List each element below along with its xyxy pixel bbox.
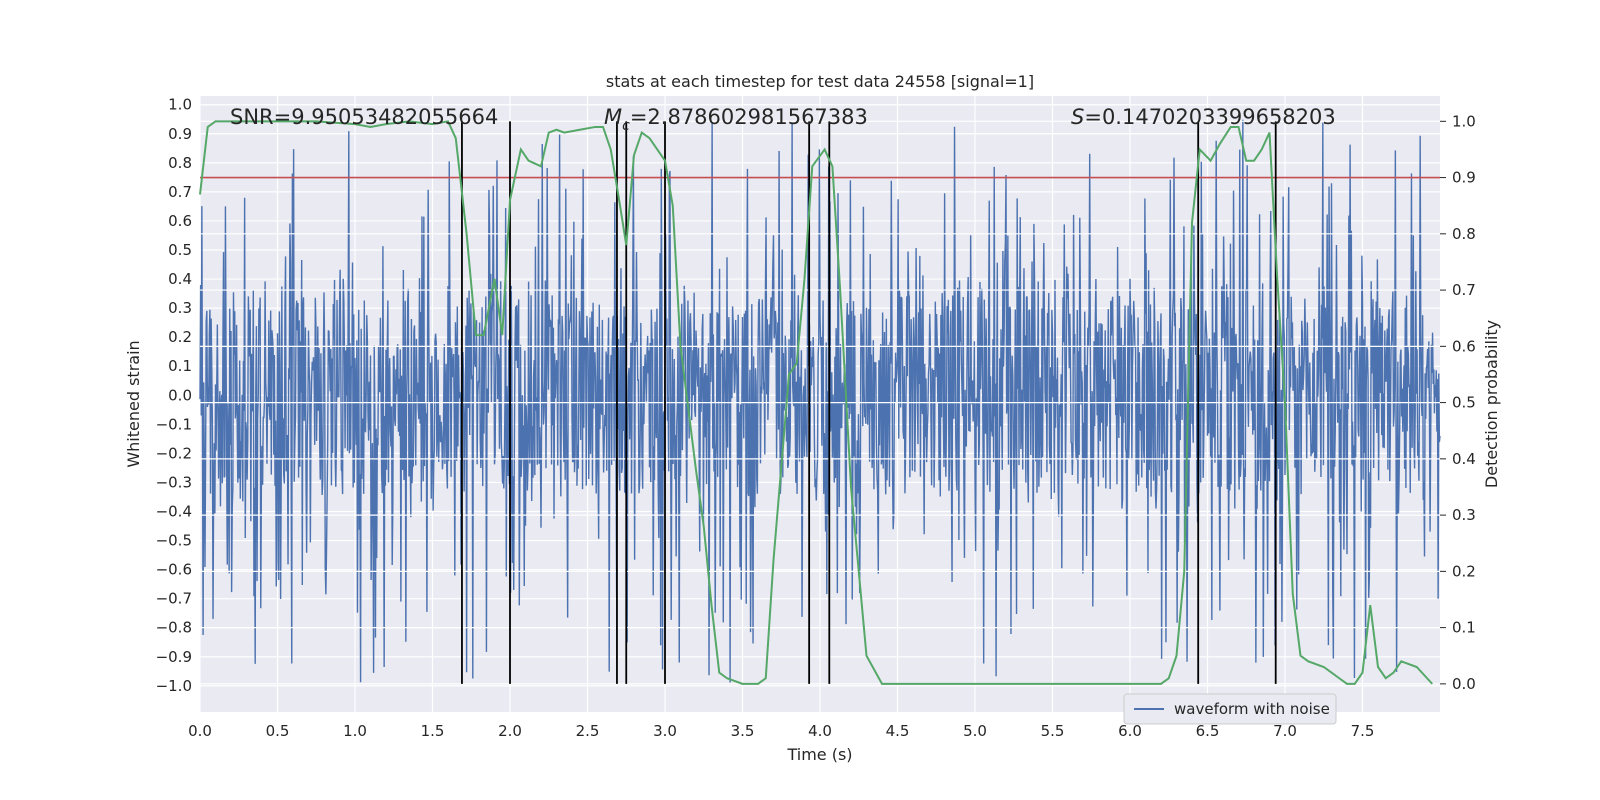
y-left-tick-label: −0.9 bbox=[156, 648, 192, 666]
y-right-tick-label: 0.6 bbox=[1452, 337, 1476, 355]
y-right-tick-label: 0.9 bbox=[1452, 169, 1476, 187]
x-tick-label: 0.5 bbox=[266, 722, 290, 740]
legend-box bbox=[1123, 693, 1337, 725]
x-tick-label: 6.5 bbox=[1196, 722, 1220, 740]
y-left-tick-label: 0.6 bbox=[168, 212, 192, 230]
y-left-tick-label: 0.7 bbox=[168, 183, 192, 201]
x-tick-label: 3.5 bbox=[731, 722, 755, 740]
y-left-tick-label: 1.0 bbox=[168, 96, 192, 114]
y-left-tick-label: 0.3 bbox=[168, 299, 192, 317]
y-right-tick-label: 1.0 bbox=[1452, 112, 1476, 130]
detection-probability-line bbox=[199, 120, 1433, 685]
y-left-tick-label: −1.0 bbox=[156, 677, 192, 695]
x-tick-label: 1.5 bbox=[421, 722, 445, 740]
x-tick-label: 7.5 bbox=[1351, 722, 1375, 740]
y-right-tick-label: 0.2 bbox=[1452, 562, 1476, 580]
y-left-tick-label: 0.0 bbox=[168, 386, 192, 404]
x-tick-label: 4.0 bbox=[808, 722, 832, 740]
y-left-tick-label: 0.9 bbox=[168, 125, 192, 143]
chirp-mass-annotation: Mc=2.878602981567383 bbox=[604, 105, 868, 134]
s-annotation: S=0.1470203399658203 bbox=[1071, 105, 1336, 129]
chirp-mass-symbol: M bbox=[604, 105, 622, 129]
y-right-tick-label: 0.0 bbox=[1452, 675, 1476, 693]
y-left-tick-label: 0.1 bbox=[168, 357, 192, 375]
y-left-tick-label: 0.5 bbox=[168, 241, 192, 259]
x-tick-label: 2.5 bbox=[576, 722, 600, 740]
x-tick-label: 3.0 bbox=[653, 722, 677, 740]
x-tick-label: 0.0 bbox=[188, 722, 212, 740]
y-axis-right-label: Detection probability bbox=[1482, 320, 1501, 488]
x-tick-label: 5.0 bbox=[963, 722, 987, 740]
y-right-tick-label: 0.1 bbox=[1452, 619, 1476, 637]
s-value: =0.1470203399658203 bbox=[1084, 105, 1335, 129]
snr-annotation: SNR=9.95053482055664 bbox=[230, 105, 498, 129]
x-tick-label: 4.5 bbox=[886, 722, 910, 740]
waveform-series bbox=[199, 119, 1441, 683]
y-left-tick-label: −0.3 bbox=[156, 473, 192, 491]
y-right-tick-label: 0.8 bbox=[1452, 225, 1476, 243]
s-symbol: S bbox=[1071, 105, 1084, 129]
y-axis-left-ticks: 1.0 0.9 0.8 0.7 0.6 0.5 0.4 0.3 0.2 0.1 0.0 −0.1 −0.… bbox=[156, 96, 192, 695]
y-left-tick-label: 0.2 bbox=[168, 328, 192, 346]
y-left-tick-label: 0.4 bbox=[168, 270, 192, 288]
y-right-tick-label: 0.3 bbox=[1452, 506, 1476, 524]
x-tick-label: 2.0 bbox=[498, 722, 522, 740]
y-left-tick-label: −0.4 bbox=[156, 503, 192, 521]
x-axis-label: Time (s) bbox=[786, 745, 852, 764]
legend-label: waveform with noise bbox=[1174, 700, 1330, 718]
x-tick-label: 5.5 bbox=[1041, 722, 1065, 740]
y-left-tick-label: 0.8 bbox=[168, 154, 192, 172]
x-tick-label: 7.0 bbox=[1273, 722, 1297, 740]
x-tick-label: 6.0 bbox=[1118, 722, 1142, 740]
y-right-tick-label: 0.7 bbox=[1452, 281, 1476, 299]
y-right-tick-label: 0.5 bbox=[1452, 394, 1476, 412]
legend: waveform with noise bbox=[1123, 693, 1337, 725]
x-axis-ticks: 0.0 0.5 1.0 1.5 2.0 2.5 3.0 3.5 4.0 4.5 5.0 5.5 6.0 6… bbox=[188, 722, 1374, 740]
y-right-tick-label: 0.4 bbox=[1452, 450, 1476, 468]
y-axis-left-label: Whitened strain bbox=[124, 340, 143, 467]
y-left-tick-label: −0.2 bbox=[156, 444, 192, 462]
waveform-line bbox=[199, 119, 1441, 683]
y-axis-right-ticks: 1.0 0.9 0.8 0.7 0.6 0.5 0.4 0.3 0.2 0.1 0.0 bbox=[1440, 112, 1476, 693]
chirp-mass-subscript: c bbox=[622, 118, 630, 134]
chart-title: stats at each timestep for test data 245… bbox=[606, 72, 1034, 91]
chirp-mass-value: =2.878602981567383 bbox=[630, 105, 868, 129]
y-left-tick-label: −0.5 bbox=[156, 532, 192, 550]
x-tick-label: 1.0 bbox=[343, 722, 367, 740]
y-left-tick-label: −0.6 bbox=[156, 561, 192, 579]
y-left-tick-label: −0.8 bbox=[156, 619, 192, 637]
y-left-tick-label: −0.7 bbox=[156, 590, 192, 608]
y-left-tick-label: −0.1 bbox=[156, 415, 192, 433]
